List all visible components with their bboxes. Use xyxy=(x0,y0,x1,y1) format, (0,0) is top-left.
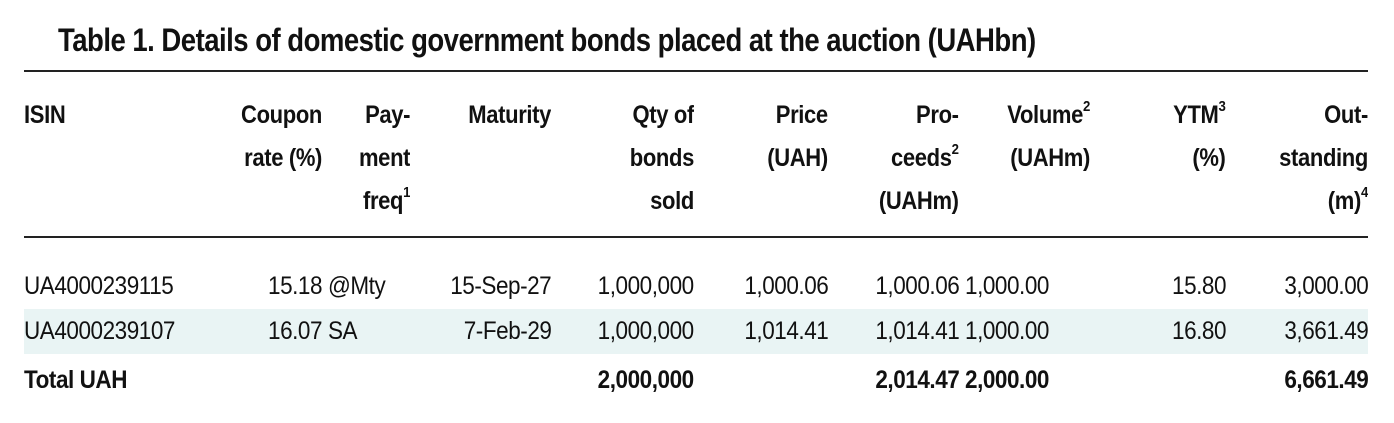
total-volume: 2,000.00 xyxy=(965,365,1049,394)
col-header-proceeds: Pro-ceeds2 (UAHm) xyxy=(879,101,959,215)
total-proceeds: 2,014.47 xyxy=(875,365,959,394)
header-rule xyxy=(24,236,1368,238)
col-header-ytm: YTM3 (%) xyxy=(1173,98,1226,172)
header-row: ISIN Coupon rate (%) Pay-ment freq1 Maturi… xyxy=(24,88,1368,234)
total-outstanding: 6,661.49 xyxy=(1284,365,1368,394)
cell-coupon: 16.07 xyxy=(212,309,322,354)
total-qty: 2,000,000 xyxy=(597,365,694,394)
cell-qty: 1,000,000 xyxy=(597,272,694,300)
cell-outstanding: 3,000.00 xyxy=(1284,272,1368,300)
col-header-outstanding: Out-standing (m)4 xyxy=(1279,101,1368,215)
cell-qty: 1,000,000 xyxy=(551,309,694,354)
bonds-table: ISIN Coupon rate (%) Pay-ment freq1 Maturi… xyxy=(24,88,1368,406)
empty-cell xyxy=(1090,354,1226,406)
cell-ytm: 16.80 xyxy=(1090,309,1226,354)
cell-volume: 1,000.00 xyxy=(959,309,1090,354)
col-header-qty: Qty of bonds sold xyxy=(629,101,694,215)
cell-volume: 1,000.00 xyxy=(965,272,1049,300)
cell-ytm: 15.80 xyxy=(1171,272,1226,300)
cell-payment-freq: @Mty xyxy=(328,272,386,300)
table-title: Table 1. Details of domestic government … xyxy=(58,22,1036,58)
footnote-marker: 2 xyxy=(952,141,959,158)
cell-isin: UA4000239107 xyxy=(24,309,212,354)
col-header-maturity: Maturity xyxy=(468,101,551,129)
spacer-row xyxy=(24,234,1368,264)
table-row: UA4000239115 15.18 @Mty 15-Sep-27 1,000,… xyxy=(24,264,1368,309)
table-row: UA4000239107 16.07 SA 7-Feb-29 1,000,000… xyxy=(24,309,1368,354)
empty-cell xyxy=(410,354,551,406)
cell-price: 1,000.06 xyxy=(744,272,828,300)
footnote-marker: 1 xyxy=(403,184,410,201)
footnote-marker: 3 xyxy=(1219,98,1226,115)
cell-coupon: 15.18 xyxy=(267,272,322,300)
cell-maturity: 7-Feb-29 xyxy=(410,309,551,354)
col-header-price: Price (UAH) xyxy=(767,101,828,172)
total-row: Total UAH 2,000,000 2,014.47 2,000.00 6,… xyxy=(24,354,1368,406)
empty-cell xyxy=(322,354,410,406)
total-label: Total UAH xyxy=(24,365,128,394)
col-header-isin: ISIN xyxy=(24,101,66,129)
cell-proceeds: 1,000.06 xyxy=(875,272,959,300)
col-header-coupon: Coupon rate (%) xyxy=(241,101,322,172)
col-header-payment-freq: Pay-ment freq1 xyxy=(358,101,410,215)
footnote-marker: 4 xyxy=(1361,184,1368,201)
cell-payment-freq: SA xyxy=(322,309,410,354)
cell-outstanding: 3,661.49 xyxy=(1226,309,1368,354)
empty-cell xyxy=(694,354,828,406)
cell-isin: UA4000239115 xyxy=(24,272,174,300)
col-header-volume: Volume2 (UAHm) xyxy=(1007,98,1090,172)
cell-proceeds: 1,014.41 xyxy=(828,309,959,354)
cell-maturity: 15-Sep-27 xyxy=(449,272,551,300)
top-rule xyxy=(24,70,1368,72)
cell-price: 1,014.41 xyxy=(694,309,828,354)
footnote-marker: 2 xyxy=(1083,98,1090,115)
